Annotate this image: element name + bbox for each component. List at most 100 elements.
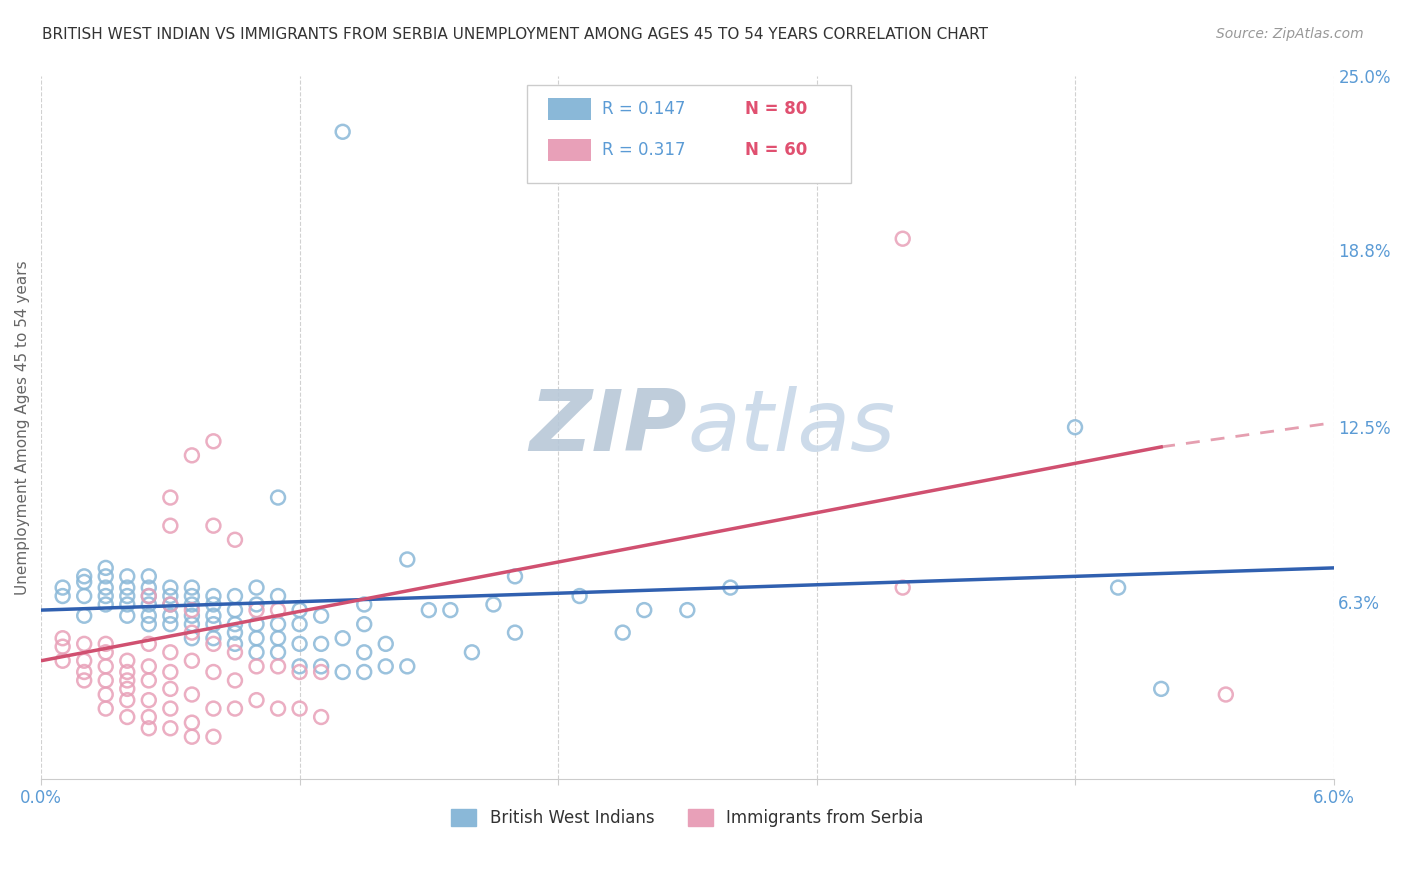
Point [202, 665, 225, 679]
Point [73, 637, 96, 651]
Point [159, 491, 181, 505]
Point [353, 598, 375, 612]
Point [309, 710, 332, 724]
Legend: British West Indians, Immigrants from Serbia: British West Indians, Immigrants from Se… [444, 803, 929, 834]
Point [138, 710, 160, 724]
Point [180, 715, 202, 730]
Point [73, 569, 96, 583]
Point [224, 701, 246, 715]
Point [94, 569, 117, 583]
Point [309, 608, 332, 623]
Point [718, 581, 741, 595]
Point [117, 589, 139, 603]
Point [117, 581, 139, 595]
Point [94, 598, 117, 612]
Point [94, 645, 117, 659]
Point [612, 625, 634, 640]
Point [159, 681, 181, 696]
Point [117, 665, 139, 679]
Point [180, 654, 202, 668]
Point [267, 617, 290, 632]
Point [94, 561, 117, 575]
Point [245, 659, 267, 673]
Point [224, 637, 246, 651]
Point [138, 637, 160, 651]
Point [180, 598, 202, 612]
Point [73, 608, 96, 623]
Point [180, 632, 202, 646]
Point [482, 598, 505, 612]
Point [332, 632, 354, 646]
Point [309, 665, 332, 679]
Point [52, 581, 75, 595]
Point [180, 688, 202, 702]
Point [288, 637, 311, 651]
Point [267, 589, 290, 603]
Point [73, 673, 96, 688]
Point [374, 637, 396, 651]
Point [159, 721, 181, 735]
Point [439, 603, 461, 617]
Point [224, 533, 246, 547]
Point [117, 673, 139, 688]
Point [94, 581, 117, 595]
Point [117, 569, 139, 583]
Y-axis label: Unemployment Among Ages 45 to 54 years: Unemployment Among Ages 45 to 54 years [15, 260, 30, 595]
Point [288, 603, 311, 617]
Point [159, 617, 181, 632]
Point [138, 608, 160, 623]
Point [138, 721, 160, 735]
Point [267, 603, 290, 617]
Point [202, 617, 225, 632]
Point [117, 693, 139, 707]
Point [159, 665, 181, 679]
Point [633, 603, 655, 617]
Point [73, 654, 96, 668]
Point [396, 552, 419, 566]
Point [73, 665, 96, 679]
Point [461, 645, 484, 659]
Point [159, 589, 181, 603]
Point [245, 598, 267, 612]
Point [117, 608, 139, 623]
Point [245, 603, 267, 617]
Point [202, 598, 225, 612]
Point [503, 625, 526, 640]
Point [224, 625, 246, 640]
Point [202, 608, 225, 623]
Point [52, 654, 75, 668]
Point [94, 659, 117, 673]
Point [202, 730, 225, 744]
Point [138, 617, 160, 632]
Point [245, 645, 267, 659]
Point [117, 598, 139, 612]
Point [138, 581, 160, 595]
Point [245, 632, 267, 646]
Point [94, 673, 117, 688]
Point [159, 598, 181, 612]
Point [245, 581, 267, 595]
Point [202, 518, 225, 533]
Point [159, 701, 181, 715]
Point [94, 637, 117, 651]
Point [73, 589, 96, 603]
Point [568, 589, 591, 603]
Point [180, 617, 202, 632]
Point [288, 701, 311, 715]
Point [309, 659, 332, 673]
Point [52, 589, 75, 603]
Point [224, 589, 246, 603]
Point [138, 589, 160, 603]
Point [94, 701, 117, 715]
Text: N = 80: N = 80 [745, 100, 807, 118]
Point [202, 589, 225, 603]
Text: atlas: atlas [688, 385, 896, 468]
Point [117, 654, 139, 668]
Point [202, 701, 225, 715]
Point [138, 693, 160, 707]
Point [180, 448, 202, 462]
Text: ZIP: ZIP [530, 385, 688, 468]
Point [245, 617, 267, 632]
Point [224, 673, 246, 688]
Point [94, 688, 117, 702]
